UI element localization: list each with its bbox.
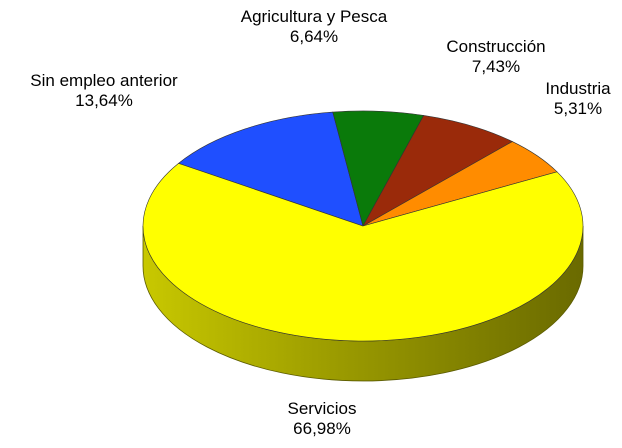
- slice-label-agricultura-y-pesca: Agricultura y Pesca 6,64%: [241, 7, 388, 46]
- slice-label-construccion: Construcción 7,43%: [446, 37, 545, 76]
- slice-name: Sin empleo anterior: [30, 71, 178, 90]
- pie-slice-servicios: [142, 163, 584, 342]
- pie-top-slices: [142, 110, 584, 342]
- slice-name: Industria: [545, 79, 611, 98]
- pie-labels: Sin empleo anterior 13,64% Agricultura y P…: [30, 7, 611, 438]
- slice-value: 6,64%: [290, 27, 338, 46]
- pie-slice-sin-empleo-anterior: [177, 111, 364, 227]
- slice-value: 7,43%: [472, 57, 520, 76]
- slice-name: Agricultura y Pesca: [241, 7, 388, 26]
- slice-value: 66,98%: [293, 419, 351, 438]
- slice-label-servicios: Servicios 66,98%: [288, 399, 357, 438]
- slice-value: 13,64%: [75, 91, 133, 110]
- slice-name: Servicios: [288, 399, 357, 418]
- slice-label-sin-empleo-anterior: Sin empleo anterior 13,64%: [30, 71, 178, 110]
- slice-name: Construcción: [446, 37, 545, 56]
- slice-label-industria: Industria 5,31%: [545, 79, 611, 118]
- slice-value: 5,31%: [554, 99, 602, 118]
- pie-slice-construccion: [362, 115, 513, 227]
